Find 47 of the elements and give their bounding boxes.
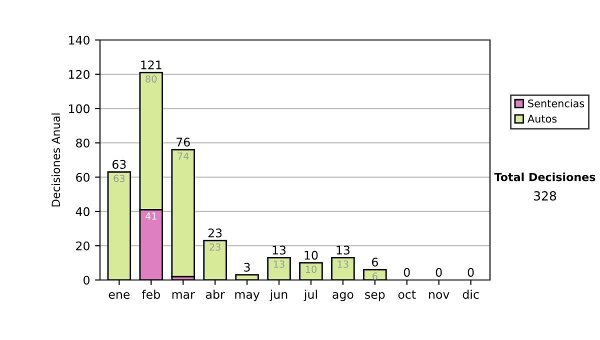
legend-label: Sentencias [528, 99, 584, 108]
total-label: 121 [141, 60, 162, 70]
y-tick-label: 40 [76, 207, 90, 216]
total-label: 13 [336, 246, 350, 255]
x-tick-label: abr [206, 290, 225, 299]
total-label: 23 [208, 228, 222, 238]
data-label: 13 [274, 260, 284, 268]
y-tick-label: 60 [76, 172, 90, 182]
x-tick-label: oct [398, 290, 416, 299]
y-tick-label: 0 [84, 276, 90, 285]
data-label: 6 [372, 272, 378, 280]
x-tick-label: ene [108, 292, 130, 299]
total-label: 0 [468, 268, 474, 277]
y-tick-label: 140 [69, 36, 90, 45]
bar [171, 149, 195, 278]
x-tick-label: may [235, 292, 260, 302]
total-label: 76 [176, 138, 190, 147]
data-label: 63 [114, 174, 125, 182]
data-label: 41 [145, 212, 156, 220]
y-axis-title: Decisiones Anual [51, 114, 60, 206]
x-tick-label: dic [462, 290, 479, 299]
data-label: 10 [306, 266, 317, 273]
x-tick-label: jul [304, 290, 317, 302]
data-label: 74 [178, 152, 189, 160]
total-label: 0 [404, 268, 410, 277]
x-tick-label: nov [429, 292, 450, 299]
total-label: 63 [112, 160, 126, 169]
y-tick-label: 120 [69, 70, 90, 79]
y-tick-label: 80 [76, 138, 90, 148]
total-label: 0 [436, 268, 442, 277]
legend-label: Autos [528, 114, 557, 123]
x-tick-label: feb [142, 290, 160, 299]
y-tick-label: 100 [69, 104, 90, 114]
x-tick-label: mar [172, 292, 195, 299]
x-tick-label: ago [332, 292, 354, 302]
y-tick-label: 20 [76, 241, 90, 250]
total-label: 13 [272, 246, 286, 255]
data-label: 23 [210, 243, 220, 251]
total-label: 3 [244, 262, 250, 272]
x-tick-label: sep [365, 292, 385, 302]
total-label: 10 [304, 250, 318, 260]
total-label: 6 [372, 258, 378, 267]
text: 328 [534, 191, 556, 201]
text: Total Decisiones [494, 172, 596, 182]
data-label: 13 [338, 260, 348, 268]
x-tick-label: jun [270, 290, 288, 302]
data-label: 80 [146, 75, 157, 83]
